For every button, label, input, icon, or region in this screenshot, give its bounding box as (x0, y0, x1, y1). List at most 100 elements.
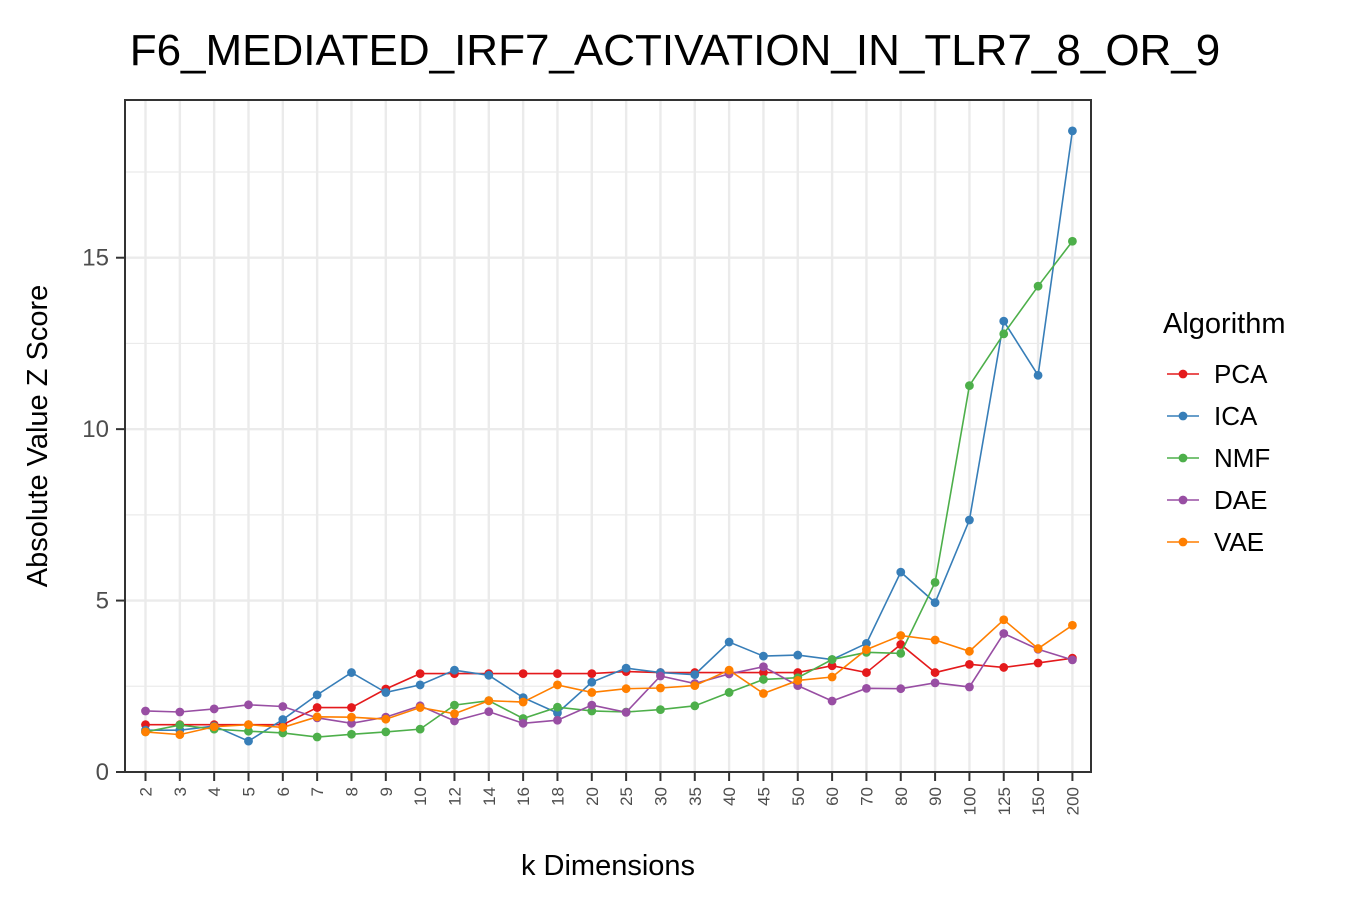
chart-title: F6_MEDIATED_IRF7_ACTIVATION_IN_TLR7_8_OR… (130, 26, 1221, 75)
x-tick-label: 18 (548, 787, 567, 806)
data-point-pca (553, 669, 562, 678)
y-tick-label: 15 (82, 245, 109, 272)
x-tick-label: 5 (239, 787, 258, 796)
data-point-nmf (999, 329, 1009, 339)
x-tick-label: 4 (205, 787, 224, 796)
data-point-vae (621, 684, 631, 694)
x-tick-label: 8 (342, 787, 361, 796)
data-point-ica (1068, 126, 1077, 136)
data-point-dae (278, 702, 288, 711)
data-point-ica (312, 690, 322, 700)
data-point-nmf (415, 724, 425, 734)
legend: PCA ICA NMF DAE VAE (1167, 359, 1270, 557)
legend-item-ica: ICA (1167, 401, 1258, 431)
data-point-dae (896, 684, 906, 694)
data-point-ica (930, 598, 940, 608)
data-point-nmf (1033, 281, 1043, 291)
data-point-nmf (244, 726, 253, 736)
data-point-ica (896, 567, 906, 577)
data-point-vae (759, 689, 768, 698)
y-axis-title: Absolute Value Z Score (22, 285, 54, 588)
data-point-pca (896, 640, 906, 649)
data-point-ica (278, 715, 288, 724)
data-point-pca (827, 661, 837, 671)
legend-label-dae: DAE (1214, 485, 1267, 515)
data-point-ica (724, 637, 734, 647)
x-axis-title: k Dimensions (521, 850, 695, 882)
data-point-dae (175, 707, 185, 717)
data-point-vae (244, 720, 253, 730)
x-tick-label: 90 (926, 787, 945, 806)
series-layer (141, 126, 1077, 746)
legend-title: Algorithm (1163, 308, 1286, 340)
data-point-ica (244, 736, 253, 746)
legend-item-vae: VAE (1167, 527, 1264, 557)
data-point-ica (862, 639, 871, 648)
x-tick-label: 10 (411, 787, 430, 806)
data-point-dae (553, 715, 562, 725)
y-tick-label: 10 (82, 416, 109, 443)
data-point-dae (965, 682, 974, 692)
x-tick-label: 12 (445, 787, 464, 806)
legend-item-dae: DAE (1167, 485, 1267, 515)
data-point-vae (175, 730, 185, 740)
data-point-nmf (930, 578, 940, 587)
data-point-pca (312, 703, 322, 712)
data-point-vae (415, 703, 425, 712)
data-point-dae (518, 718, 528, 728)
data-point-vae (587, 688, 597, 697)
data-point-nmf (656, 705, 665, 714)
data-point-vae (553, 680, 562, 690)
x-tick-label: 200 (1063, 787, 1082, 815)
data-point-ica (999, 316, 1009, 326)
data-point-pca (415, 669, 425, 678)
x-tick-label: 100 (960, 787, 979, 815)
data-point-ica (965, 515, 974, 525)
data-point-ica (793, 650, 803, 660)
data-point-dae (141, 706, 150, 716)
x-tick-label: 7 (308, 787, 327, 796)
data-point-vae (896, 631, 906, 640)
data-point-ica (759, 651, 768, 661)
legend-marker-dae (1178, 495, 1188, 505)
series-vae (141, 615, 1077, 740)
data-point-dae (827, 696, 837, 706)
legend-label-pca: PCA (1214, 359, 1268, 389)
data-point-ica (690, 670, 700, 680)
data-point-dae (999, 629, 1009, 638)
data-point-ica (347, 668, 356, 677)
x-tick-label: 80 (892, 787, 911, 806)
legend-label-vae: VAE (1214, 527, 1264, 557)
data-point-ica (1033, 370, 1043, 380)
data-point-nmf (759, 675, 768, 684)
x-tick-label: 9 (377, 787, 396, 796)
data-point-pca (347, 703, 356, 712)
data-point-vae (381, 714, 391, 724)
data-point-pca (1033, 658, 1043, 668)
data-point-vae (862, 645, 871, 654)
legend-marker-ica (1178, 411, 1188, 421)
data-point-dae (244, 700, 253, 710)
data-point-dae (347, 718, 356, 728)
data-point-vae (141, 727, 150, 737)
x-tick-label: 3 (171, 787, 190, 796)
data-point-nmf (827, 655, 837, 664)
plot-border (124, 99, 1092, 773)
data-point-nmf (896, 648, 906, 658)
data-point-nmf (175, 720, 185, 730)
x-tick-label: 20 (583, 787, 602, 806)
x-tick-label: 45 (754, 787, 773, 806)
x-tick-label: 40 (720, 787, 739, 806)
series-line-pca (145, 643, 1073, 726)
data-point-nmf (553, 702, 562, 712)
data-point-pca (999, 663, 1009, 672)
series-dae (141, 629, 1077, 728)
legend-marker-pca (1178, 369, 1188, 379)
data-point-vae (1033, 644, 1043, 653)
data-point-vae (827, 672, 837, 682)
data-point-nmf (347, 729, 356, 739)
data-point-ica (587, 677, 597, 687)
legend-marker-vae (1178, 537, 1188, 547)
data-point-vae (347, 712, 356, 722)
